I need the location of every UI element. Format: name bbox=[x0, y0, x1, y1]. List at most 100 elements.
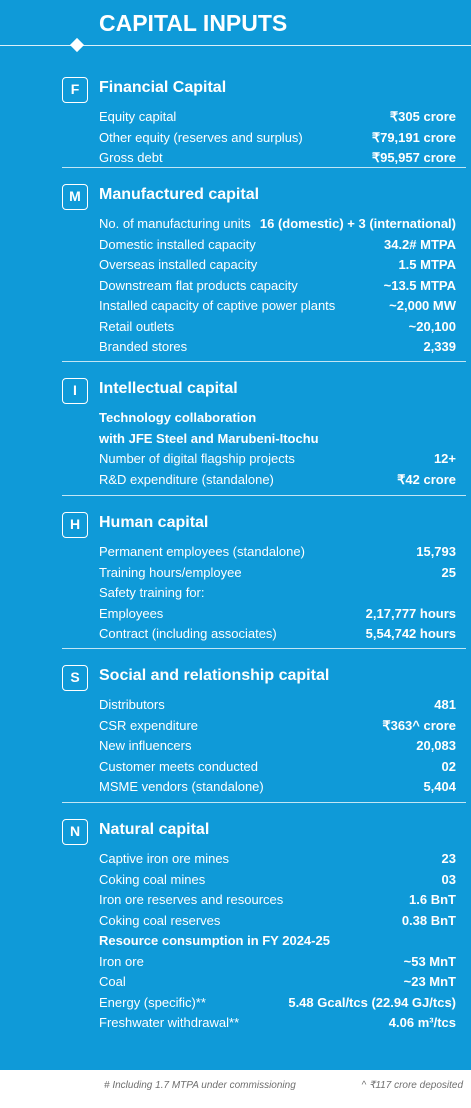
capital-section: S Social and relationship capital Distribu… bbox=[0, 665, 471, 798]
row-label: CSR expenditure bbox=[99, 717, 198, 733]
row-label: Iron ore bbox=[99, 953, 144, 969]
section-title: Intellectual capital bbox=[99, 380, 238, 397]
row-value: 5.48 Gcal/tcs (22.94 GJ/tcs) bbox=[288, 994, 456, 1010]
section-rows: Distributors 481 CSR expenditure ₹363^ cror… bbox=[0, 695, 471, 798]
section-header: M Manufactured capital bbox=[0, 184, 471, 210]
data-row: Resource consumption in FY 2024-25 bbox=[0, 931, 471, 952]
row-label: Number of digital flagship projects bbox=[99, 451, 295, 466]
section-header: I Intellectual capital bbox=[0, 378, 471, 404]
data-row: Freshwater withdrawal** 4.06 m³/tcs bbox=[0, 1013, 471, 1034]
data-row: Number of digital flagship projects 12+ bbox=[0, 449, 471, 470]
row-value: 15,793 bbox=[416, 544, 456, 559]
row-value: ₹79,191 crore bbox=[371, 129, 456, 145]
data-row: Energy (specific)** 5.48 Gcal/tcs (22.94 … bbox=[0, 993, 471, 1014]
section-badge: H bbox=[62, 512, 88, 538]
row-value: ₹95,957 crore bbox=[371, 150, 456, 165]
row-value: ~20,100 bbox=[408, 318, 456, 334]
row-label: MSME vendors (standalone) bbox=[99, 779, 264, 794]
data-row: CSR expenditure ₹363^ crore bbox=[0, 716, 471, 737]
section-rows: Captive iron ore mines 23 Coking coal mine… bbox=[0, 849, 471, 1034]
capital-section: F Financial Capital Equity capital ₹305 cro… bbox=[0, 77, 471, 169]
row-label: Permanent employees (standalone) bbox=[99, 544, 305, 559]
row-label: Retail outlets bbox=[99, 318, 175, 334]
row-value: ₹305 crore bbox=[389, 109, 456, 124]
data-row: Iron ore ~53 MnT bbox=[0, 952, 471, 973]
section-title: Manufactured capital bbox=[99, 186, 260, 203]
row-label: Equity capital bbox=[99, 109, 177, 124]
section-header: N Natural capital bbox=[0, 819, 471, 845]
row-value: 16 (domestic) + 3 (international) bbox=[259, 216, 456, 231]
footnote-left: # Including 1.7 MTPA under commissioning bbox=[104, 1080, 296, 1091]
data-row: Contract (including associates) 5,54,742 … bbox=[0, 624, 471, 645]
row-label: Installed capacity of captive power plan… bbox=[99, 298, 336, 313]
data-row: New influencers 20,083 bbox=[0, 736, 471, 757]
row-value: 03 bbox=[441, 871, 456, 887]
row-value: 1.5 MTPA bbox=[398, 257, 456, 272]
row-value: 23 bbox=[441, 851, 456, 866]
data-row: Safety training for: bbox=[0, 583, 471, 604]
row-label: Branded stores bbox=[99, 339, 188, 354]
section-divider bbox=[62, 167, 466, 168]
section-badge: M bbox=[62, 184, 88, 210]
data-row: Equity capital ₹305 crore bbox=[0, 107, 471, 128]
data-row: Coking coal reserves 0.38 BnT bbox=[0, 911, 471, 932]
data-row: Technology collaboration bbox=[0, 408, 471, 429]
section-header: F Financial Capital bbox=[0, 77, 471, 103]
row-label: Coking coal reserves bbox=[99, 912, 221, 928]
data-row: R&D expenditure (standalone) ₹42 crore bbox=[0, 470, 471, 491]
data-row: Captive iron ore mines 23 bbox=[0, 849, 471, 870]
capital-inputs-panel: CAPITAL INPUTS F Financial Capital Equity … bbox=[0, 0, 471, 1070]
section-header: H Human capital bbox=[0, 512, 471, 538]
data-row: No. of manufacturing units 16 (domestic) … bbox=[0, 214, 471, 235]
row-label: Contract (including associates) bbox=[99, 626, 277, 641]
row-label: Downstream flat products capacity bbox=[99, 277, 298, 293]
row-label: Freshwater withdrawal** bbox=[99, 1015, 240, 1030]
section-title: Financial Capital bbox=[99, 79, 227, 96]
row-value: 5,404 bbox=[423, 779, 456, 794]
row-label: No. of manufacturing units bbox=[99, 216, 251, 231]
section-divider bbox=[62, 802, 466, 803]
row-label: with JFE Steel and Marubeni-Itochu bbox=[99, 430, 319, 446]
data-row: with JFE Steel and Marubeni-Itochu bbox=[0, 429, 471, 450]
section-rows: No. of manufacturing units 16 (domestic) … bbox=[0, 214, 471, 358]
row-label: Training hours/employee bbox=[99, 564, 242, 580]
section-divider bbox=[62, 361, 466, 362]
row-value: 34.2# MTPA bbox=[383, 236, 456, 252]
row-value: 2,339 bbox=[423, 339, 456, 354]
row-label: Resource consumption in FY 2024-25 bbox=[99, 933, 330, 948]
page-title: CAPITAL INPUTS bbox=[99, 10, 288, 36]
data-row: Retail outlets ~20,100 bbox=[0, 317, 471, 338]
row-value: ₹363^ crore bbox=[382, 717, 456, 733]
section-badge: I bbox=[62, 378, 88, 404]
row-label: Overseas installed capacity bbox=[99, 257, 258, 272]
row-value: 2,17,777 hours bbox=[365, 605, 456, 621]
row-label: Distributors bbox=[99, 697, 165, 712]
section-badge: F bbox=[62, 77, 88, 103]
capital-section: M Manufactured capital No. of manufacturin… bbox=[0, 184, 471, 358]
row-label: Energy (specific)** bbox=[99, 994, 206, 1010]
row-label: Technology collaboration bbox=[99, 410, 257, 425]
diamond-marker-icon bbox=[69, 37, 85, 53]
section-divider bbox=[62, 648, 466, 649]
row-value: ~23 MnT bbox=[403, 974, 456, 989]
section-badge: S bbox=[62, 665, 88, 691]
section-rows: Permanent employees (standalone) 15,793 Tr… bbox=[0, 542, 471, 645]
data-row: MSME vendors (standalone) 5,404 bbox=[0, 777, 471, 798]
data-row: Employees 2,17,777 hours bbox=[0, 604, 471, 625]
row-value: ~53 MnT bbox=[403, 953, 456, 969]
section-rows: Equity capital ₹305 crore Other equity (re… bbox=[0, 107, 471, 169]
data-row: Coking coal mines 03 bbox=[0, 870, 471, 891]
row-label: Coal bbox=[99, 974, 126, 989]
data-row: Permanent employees (standalone) 15,793 bbox=[0, 542, 471, 563]
capital-section: I Intellectual capital Technology collabor… bbox=[0, 378, 471, 490]
section-rows: Technology collaboration with JFE Steel a… bbox=[0, 408, 471, 490]
capital-section: N Natural capital Captive iron ore mines 23… bbox=[0, 819, 471, 1034]
row-label: Domestic installed capacity bbox=[99, 236, 256, 252]
title-divider bbox=[0, 45, 471, 46]
data-row: Branded stores 2,339 bbox=[0, 337, 471, 358]
section-title: Natural capital bbox=[99, 821, 210, 838]
row-label: Employees bbox=[99, 605, 164, 621]
data-row: Distributors 481 bbox=[0, 695, 471, 716]
row-value: ~13.5 MTPA bbox=[383, 277, 456, 293]
row-value: 25 bbox=[441, 564, 456, 580]
